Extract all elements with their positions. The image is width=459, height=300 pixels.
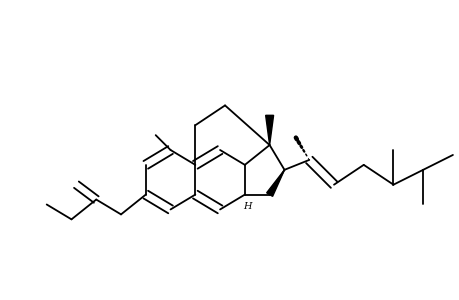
Text: H: H [243, 202, 252, 211]
Polygon shape [265, 115, 273, 145]
Polygon shape [266, 170, 284, 196]
